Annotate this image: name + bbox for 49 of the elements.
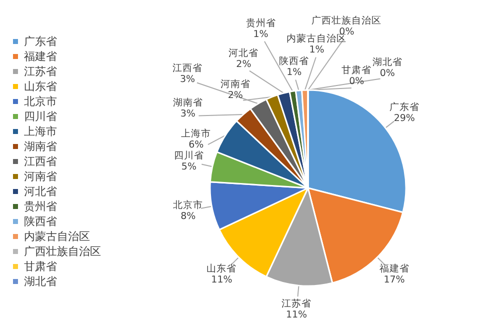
legend-label: 北京市 <box>24 95 57 108</box>
slice-label: 湖南省 <box>172 96 203 109</box>
slice-label: 江西省 <box>172 62 203 74</box>
legend-label: 湖南省 <box>24 140 57 153</box>
data-label: 3% <box>180 108 196 120</box>
data-label: 6% <box>188 139 204 150</box>
data-label: 11% <box>286 309 308 320</box>
data-label: 1% <box>286 66 302 78</box>
slice-label: 河南省 <box>220 78 250 90</box>
data-label: 17% <box>384 274 405 286</box>
category-label: 湖北省 <box>372 56 402 68</box>
legend-label: 内蒙古自治区 <box>24 230 90 243</box>
data-label: 3% <box>180 74 196 85</box>
data-label: 5% <box>181 161 196 172</box>
slice-label: 四川省 <box>174 149 204 162</box>
data-label: 1% <box>309 44 324 56</box>
text: 0% <box>349 76 364 88</box>
slice-label: 福建省 <box>379 262 410 274</box>
text: 0% <box>380 68 395 79</box>
legend-label: 河南省 <box>24 170 57 183</box>
slice-label: 江苏省 <box>282 297 312 310</box>
slice-label: 山东省 <box>206 262 237 274</box>
legend-label: 福建省 <box>24 50 57 63</box>
legend-label: 陕西省 <box>24 215 57 228</box>
data-label: 2% <box>236 59 252 70</box>
legend-label: 甘肃省 <box>24 260 57 273</box>
legend-label: 湖北省 <box>24 275 57 288</box>
legend-label: 广东省 <box>24 35 57 48</box>
legend-label: 山东省 <box>24 80 57 93</box>
category-label: 甘肃省 <box>342 65 372 76</box>
data-label: 29% <box>394 113 415 124</box>
legend-label: 上海市 <box>24 125 57 138</box>
slice-label: 河北省 <box>228 47 259 60</box>
slice-label: 广东省 <box>389 101 420 114</box>
legend-label: 河北省 <box>24 185 57 198</box>
slice-label: 陕西省 <box>279 54 310 67</box>
data-label: 11% <box>211 274 232 286</box>
data-label: 8% <box>180 210 196 222</box>
category-label: 广西壮族自治区 <box>312 16 382 27</box>
legend-label: 江西省 <box>24 155 57 168</box>
legend-label: 贵州省 <box>24 200 57 213</box>
legend-label: 四川省 <box>24 110 57 123</box>
slice-label: 北京市 <box>173 198 204 211</box>
legend-label: 江苏省 <box>24 65 57 78</box>
data-label: 2% <box>228 90 243 101</box>
slice-label: 上海市 <box>181 127 212 140</box>
legend-label: 广西壮族自治区 <box>24 245 101 258</box>
data-label: 1% <box>253 28 268 40</box>
slice-label: 贵州省 <box>246 16 276 29</box>
